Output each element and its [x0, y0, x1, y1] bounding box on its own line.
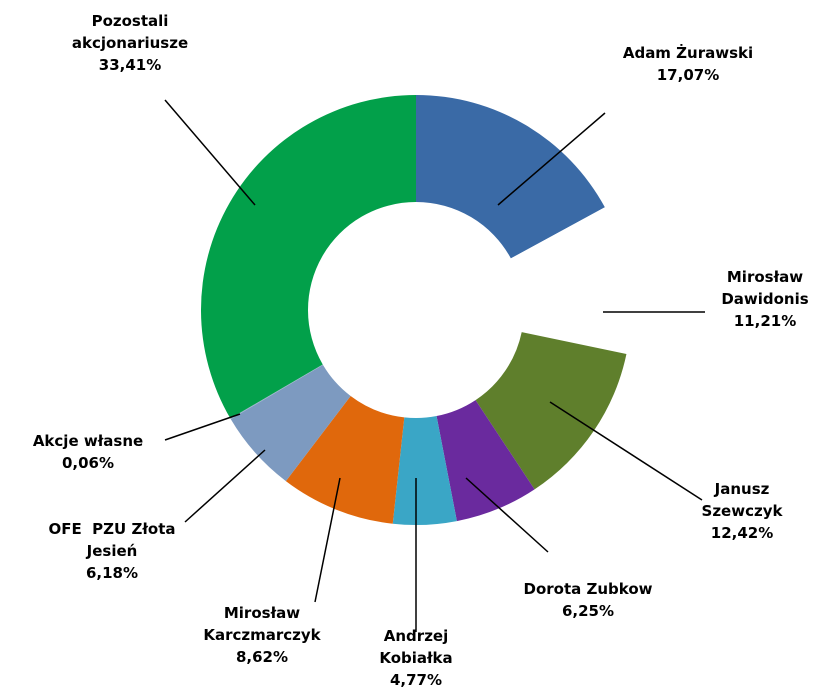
- donut-slice: [436, 400, 535, 522]
- slice-label: Pozostali akcjonariusze 33,41%: [72, 10, 188, 76]
- category-label: Pozostali akcjonariusze: [71, 12, 189, 52]
- value-label: 11,21%: [733, 312, 797, 330]
- value-label: 6,18%: [85, 564, 139, 582]
- leader-line: [549, 401, 703, 501]
- slice-label: Mirosław Dawidonis 11,21%: [721, 266, 808, 332]
- value-label: 17,07%: [656, 66, 720, 84]
- category-label: Mirosław Karczmarczyk: [203, 604, 321, 644]
- slice-label: Mirosław Karczmarczyk 8,62%: [203, 602, 320, 668]
- leader-line: [465, 477, 549, 553]
- value-label: 8,62%: [235, 648, 289, 666]
- category-label: Janusz Szewczyk: [701, 480, 783, 520]
- category-label: Mirosław Dawidonis: [721, 268, 809, 308]
- value-label: 33,41%: [98, 56, 162, 74]
- category-label: Akcje własne: [32, 432, 144, 450]
- slice-label: Adam Żurawski 17,07%: [623, 42, 753, 86]
- donut-slice: [416, 95, 605, 259]
- value-label: 12,42%: [710, 524, 774, 542]
- leader-line: [497, 112, 606, 206]
- leader-line: [164, 413, 241, 441]
- slice-label: Andrzej Kobiałka 4,77%: [379, 625, 452, 691]
- leader-line: [164, 99, 256, 206]
- donut-slice: [230, 364, 351, 482]
- leader-line: [314, 477, 341, 603]
- donut-slice: [392, 416, 457, 525]
- donut-slice: [230, 364, 323, 420]
- donut-slice: [201, 94, 416, 419]
- category-label: Adam Żurawski: [622, 44, 754, 62]
- category-label: OFE PZU Złota Jesień: [48, 520, 176, 560]
- value-label: 0,06%: [61, 454, 115, 472]
- donut-slice: [510, 207, 631, 355]
- leader-line: [184, 449, 266, 523]
- donut-slice: [475, 332, 627, 490]
- category-label: Andrzej Kobiałka: [379, 627, 453, 667]
- slice-label: Janusz Szewczyk 12,42%: [702, 478, 783, 544]
- category-label: Dorota Zubkow: [523, 580, 653, 598]
- slice-label: Akcje własne 0,06%: [33, 430, 143, 474]
- slice-label: Dorota Zubkow 6,25%: [523, 578, 652, 622]
- value-label: 4,77%: [389, 671, 443, 689]
- value-label: 6,25%: [561, 602, 615, 620]
- slice-label: OFE PZU Złota Jesień 6,18%: [48, 518, 175, 584]
- donut-slice: [285, 395, 405, 524]
